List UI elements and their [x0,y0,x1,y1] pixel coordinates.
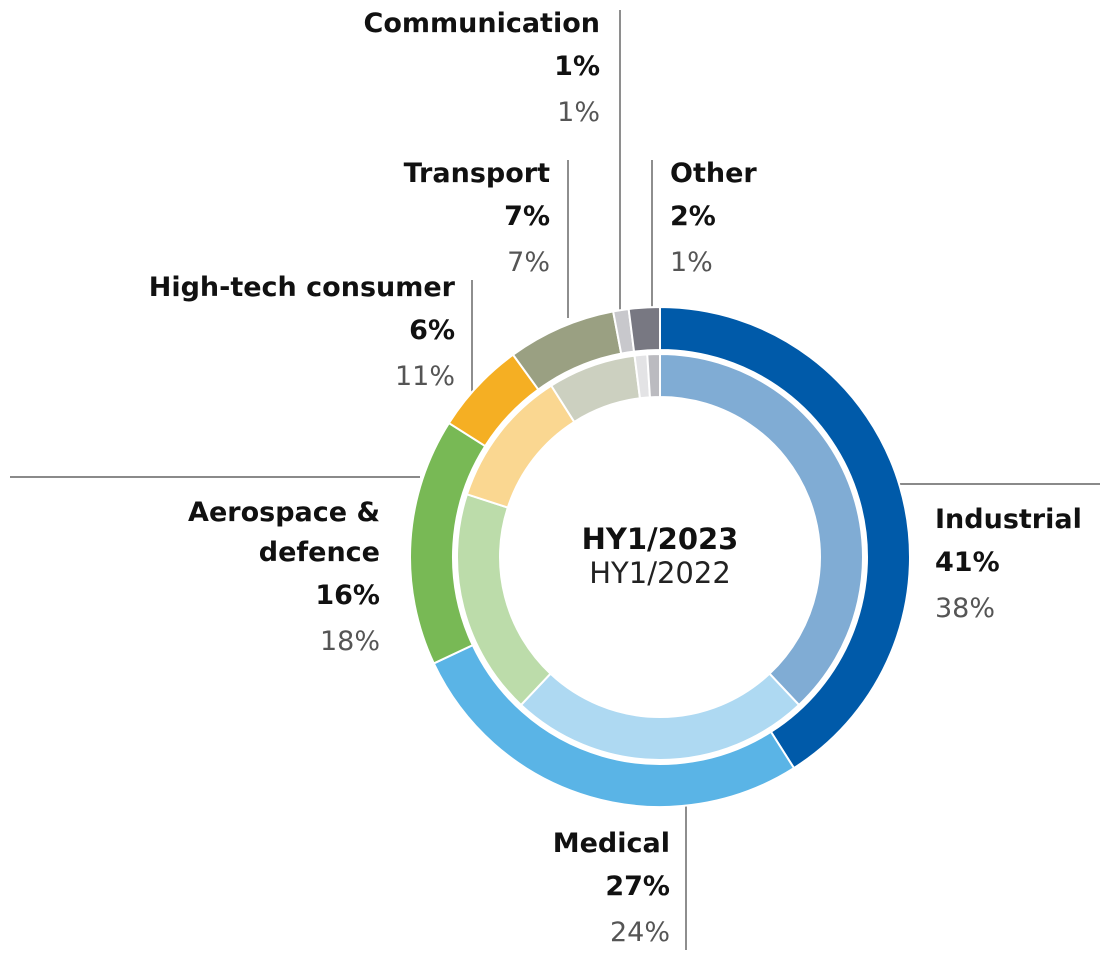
current-value-label: 7% [504,201,550,232]
category-label: Communication [363,8,601,39]
current-value-label: 16% [315,580,380,611]
category-label: Transport [403,158,550,189]
prior-value-label: 1% [670,247,713,278]
prior-value-label: 1% [557,97,600,128]
category-label: Medical [552,828,670,859]
prior-value-label: 18% [319,626,380,657]
segment-label: Other 2% 1% [670,154,757,286]
category-label: High-tech consumer [148,272,455,303]
category-label: Other [670,158,757,189]
current-value-label: 1% [554,51,600,82]
current-value-label: 27% [605,871,670,902]
donut-segment [627,305,661,353]
prior-value-label: 7% [507,247,550,278]
segment-label: High-tech consumer 6% 11% [149,268,455,400]
current-value-label: 41% [935,547,1000,578]
series-name: HY1/2023 [581,522,739,556]
segment-label: Aerospace & defence 16% 18% [140,493,380,665]
prior-value-label: 11% [394,361,455,392]
prior-value-label: 38% [935,593,996,624]
prior-value-label: 24% [609,917,670,948]
category-label: Aerospace & defence [188,497,380,568]
donut-segment [646,352,661,399]
category-label: Industrial [935,504,1082,535]
segment-label: Industrial 41% 38% [935,500,1082,632]
segment-label: Transport 7% 7% [404,154,550,286]
leader-lines [10,10,1100,950]
segment-label: Medical 27% 24% [553,824,670,956]
segment-label: Communication 1% 1% [364,4,601,136]
current-value-label: 2% [670,201,716,232]
series-name: HY1/2022 [589,556,731,590]
center-label: HY1/2023 HY1/2022 [510,522,810,590]
current-value-label: 6% [409,315,455,346]
